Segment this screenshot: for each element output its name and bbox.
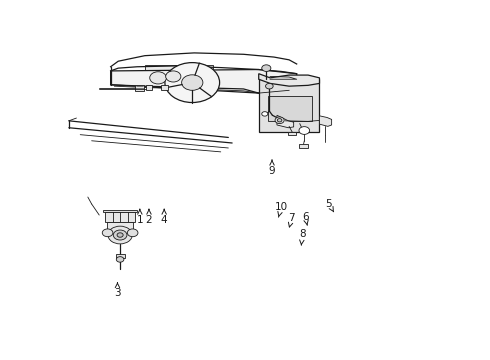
Bar <box>268 96 312 121</box>
Circle shape <box>127 229 138 237</box>
Text: 9: 9 <box>269 160 275 176</box>
Polygon shape <box>277 115 294 128</box>
Circle shape <box>116 257 124 262</box>
Text: 6: 6 <box>302 212 309 225</box>
Polygon shape <box>259 74 319 86</box>
Text: 3: 3 <box>114 283 121 298</box>
Text: 5: 5 <box>326 199 334 212</box>
Polygon shape <box>135 85 144 91</box>
Polygon shape <box>107 222 133 232</box>
Polygon shape <box>105 212 135 222</box>
Circle shape <box>262 65 271 72</box>
Circle shape <box>113 230 127 240</box>
Circle shape <box>182 75 203 90</box>
Text: 2: 2 <box>146 210 152 225</box>
Polygon shape <box>259 79 319 132</box>
Polygon shape <box>299 144 308 148</box>
Text: 8: 8 <box>299 229 306 245</box>
Circle shape <box>150 72 167 84</box>
Circle shape <box>262 112 268 116</box>
Bar <box>145 66 213 84</box>
Circle shape <box>165 63 220 103</box>
Circle shape <box>117 233 123 237</box>
Circle shape <box>277 118 282 122</box>
Circle shape <box>166 71 181 82</box>
Polygon shape <box>116 254 124 258</box>
Polygon shape <box>288 132 296 135</box>
Polygon shape <box>146 85 152 90</box>
Text: 10: 10 <box>275 202 288 217</box>
Circle shape <box>275 117 284 123</box>
Circle shape <box>102 229 113 237</box>
Polygon shape <box>103 210 137 212</box>
Polygon shape <box>319 116 332 126</box>
Text: 4: 4 <box>161 210 168 225</box>
Circle shape <box>108 226 132 244</box>
Polygon shape <box>161 85 168 90</box>
Text: 7: 7 <box>289 213 295 227</box>
Circle shape <box>299 127 310 134</box>
Circle shape <box>266 84 273 89</box>
Text: 1: 1 <box>137 210 143 225</box>
Polygon shape <box>111 69 297 93</box>
